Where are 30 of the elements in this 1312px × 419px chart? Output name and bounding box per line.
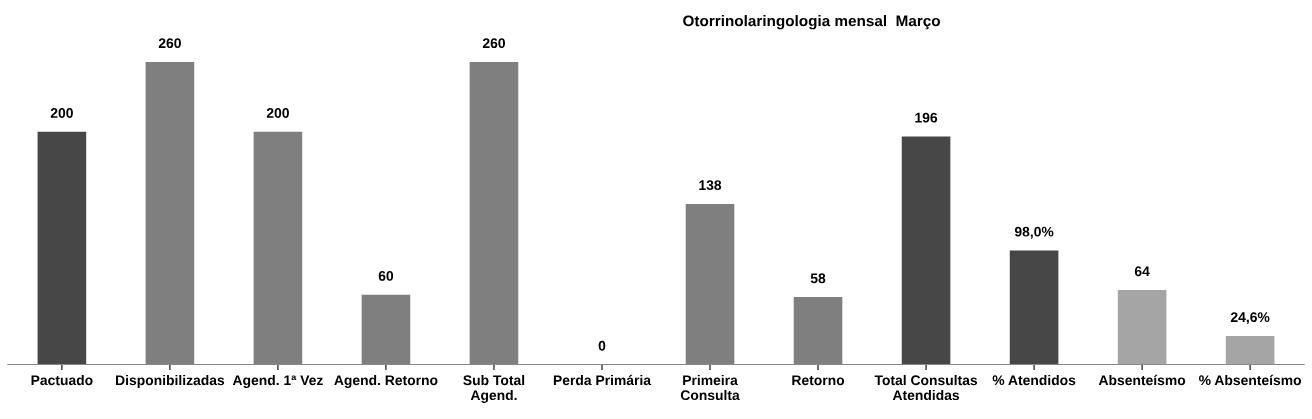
bar — [1009, 250, 1059, 365]
x-tick-label: Agend. Retorno — [334, 374, 438, 388]
bar — [37, 131, 87, 365]
data-label: 98,0% — [1014, 226, 1054, 239]
data-label: 0 — [598, 340, 606, 351]
data-label: 200 — [50, 108, 73, 118]
x-tick-label: Disponibilizadas — [116, 374, 225, 388]
chart-title: Otorrinolaringologia mensal Março — [683, 15, 940, 30]
x-tick-label: Absenteísmo — [1098, 374, 1186, 386]
x-tick-label: Sub Total Agend. — [463, 374, 525, 403]
data-label: 260 — [158, 38, 181, 49]
x-tick-label: Pactuado — [31, 374, 93, 386]
x-tick-label: % Atendidos — [992, 374, 1076, 386]
bar — [1117, 290, 1167, 365]
data-label: 58 — [810, 273, 826, 284]
data-label: 24,6% — [1230, 312, 1270, 325]
bar — [901, 136, 951, 365]
x-tick-label: Total Consultas Atendidas — [874, 374, 978, 401]
data-label: 196 — [915, 112, 938, 123]
data-label: 200 — [266, 108, 289, 118]
bar — [1225, 335, 1275, 365]
data-label: 260 — [482, 38, 505, 49]
data-label: 60 — [378, 271, 394, 281]
x-tick-label: Perda Primária — [553, 374, 652, 386]
x-tick-label: Primeira Consulta — [680, 374, 740, 401]
x-tick-label: % Absenteísmo — [1199, 374, 1302, 386]
x-tick-label: Agend. 1ª Vez — [232, 374, 323, 388]
x-tick-label: Retorno — [792, 375, 845, 386]
data-label: 138 — [699, 180, 722, 191]
data-label: 64 — [1134, 266, 1150, 277]
